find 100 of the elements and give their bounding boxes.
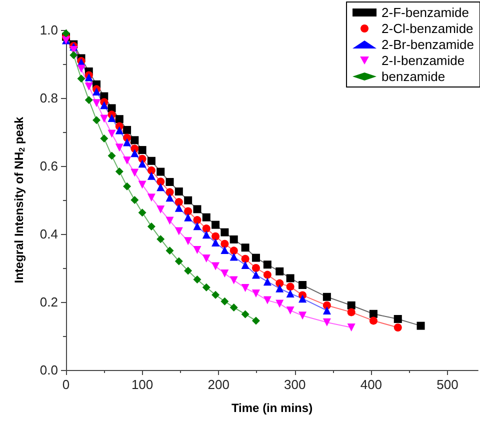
point xyxy=(276,279,284,288)
point xyxy=(202,213,210,222)
legend-label: 2-F-benzamide xyxy=(382,5,469,20)
point xyxy=(252,270,260,279)
point xyxy=(263,296,272,304)
point xyxy=(174,204,183,212)
x-tick-label: 100 xyxy=(131,377,154,392)
point xyxy=(220,228,229,236)
x-tick-label: 200 xyxy=(208,377,230,392)
point xyxy=(147,166,156,174)
point xyxy=(130,168,139,177)
point xyxy=(230,246,238,255)
point xyxy=(212,238,220,246)
point xyxy=(212,232,220,240)
point xyxy=(241,254,250,263)
point xyxy=(230,303,238,312)
point xyxy=(212,262,220,270)
point xyxy=(108,104,116,112)
point xyxy=(84,82,93,90)
x-tick-label: 0 xyxy=(62,377,70,392)
point xyxy=(241,244,250,252)
point xyxy=(193,276,202,284)
point xyxy=(298,294,307,303)
point xyxy=(220,240,229,248)
point xyxy=(276,300,284,308)
point xyxy=(252,290,260,298)
point xyxy=(212,220,220,229)
point xyxy=(241,260,250,269)
point xyxy=(286,274,294,282)
point xyxy=(252,264,260,272)
point xyxy=(276,284,284,292)
point xyxy=(369,316,378,325)
point xyxy=(263,278,272,286)
point xyxy=(115,126,124,134)
point xyxy=(263,270,272,279)
legend-label: 2-Br-benzamide xyxy=(382,37,474,52)
point xyxy=(184,237,192,246)
point xyxy=(77,74,86,83)
point xyxy=(369,310,378,318)
point xyxy=(147,194,156,202)
point xyxy=(77,64,86,73)
point xyxy=(193,222,202,230)
point xyxy=(230,276,238,284)
y-tick-label: 0.4 xyxy=(40,226,58,242)
point xyxy=(123,138,132,146)
point xyxy=(230,252,238,261)
point xyxy=(394,324,402,332)
point xyxy=(92,88,101,96)
point xyxy=(202,254,210,262)
point xyxy=(263,260,272,269)
point xyxy=(347,308,356,316)
point xyxy=(166,178,174,186)
point xyxy=(286,282,294,291)
point xyxy=(130,136,139,144)
y-tick-label: 0.2 xyxy=(40,294,58,310)
point xyxy=(108,114,116,122)
point xyxy=(138,208,146,217)
point xyxy=(70,51,78,60)
point xyxy=(147,172,156,180)
point xyxy=(100,114,108,123)
point xyxy=(156,206,165,214)
point xyxy=(220,246,229,254)
point xyxy=(108,130,116,138)
point xyxy=(241,284,250,292)
point xyxy=(202,224,210,233)
legend-label: 2-Cl-benzamide xyxy=(382,21,474,36)
point xyxy=(184,196,192,204)
point xyxy=(166,194,174,202)
point xyxy=(298,281,307,289)
point xyxy=(156,168,165,176)
point xyxy=(123,182,132,190)
point xyxy=(156,183,165,192)
point xyxy=(130,149,139,158)
point xyxy=(184,213,192,222)
legend-label: benzamide xyxy=(382,69,446,84)
point xyxy=(193,246,202,254)
point xyxy=(212,290,220,299)
point xyxy=(156,178,165,186)
x-tick-label: 300 xyxy=(284,377,306,392)
point xyxy=(174,198,183,206)
point xyxy=(347,301,356,310)
y-tick-label: 0.6 xyxy=(40,158,58,174)
point xyxy=(174,257,183,266)
point xyxy=(252,254,260,262)
point xyxy=(193,205,202,214)
point xyxy=(193,216,202,224)
y-tick-label: 0.8 xyxy=(40,90,58,106)
point xyxy=(166,216,174,225)
point xyxy=(138,180,146,189)
point xyxy=(298,312,307,320)
point xyxy=(241,310,250,318)
point xyxy=(108,152,116,160)
point xyxy=(184,266,192,275)
point xyxy=(84,96,93,104)
point xyxy=(92,116,101,124)
point xyxy=(394,315,402,323)
point xyxy=(115,144,124,152)
point xyxy=(322,306,331,314)
point xyxy=(252,316,260,325)
point xyxy=(174,227,183,236)
